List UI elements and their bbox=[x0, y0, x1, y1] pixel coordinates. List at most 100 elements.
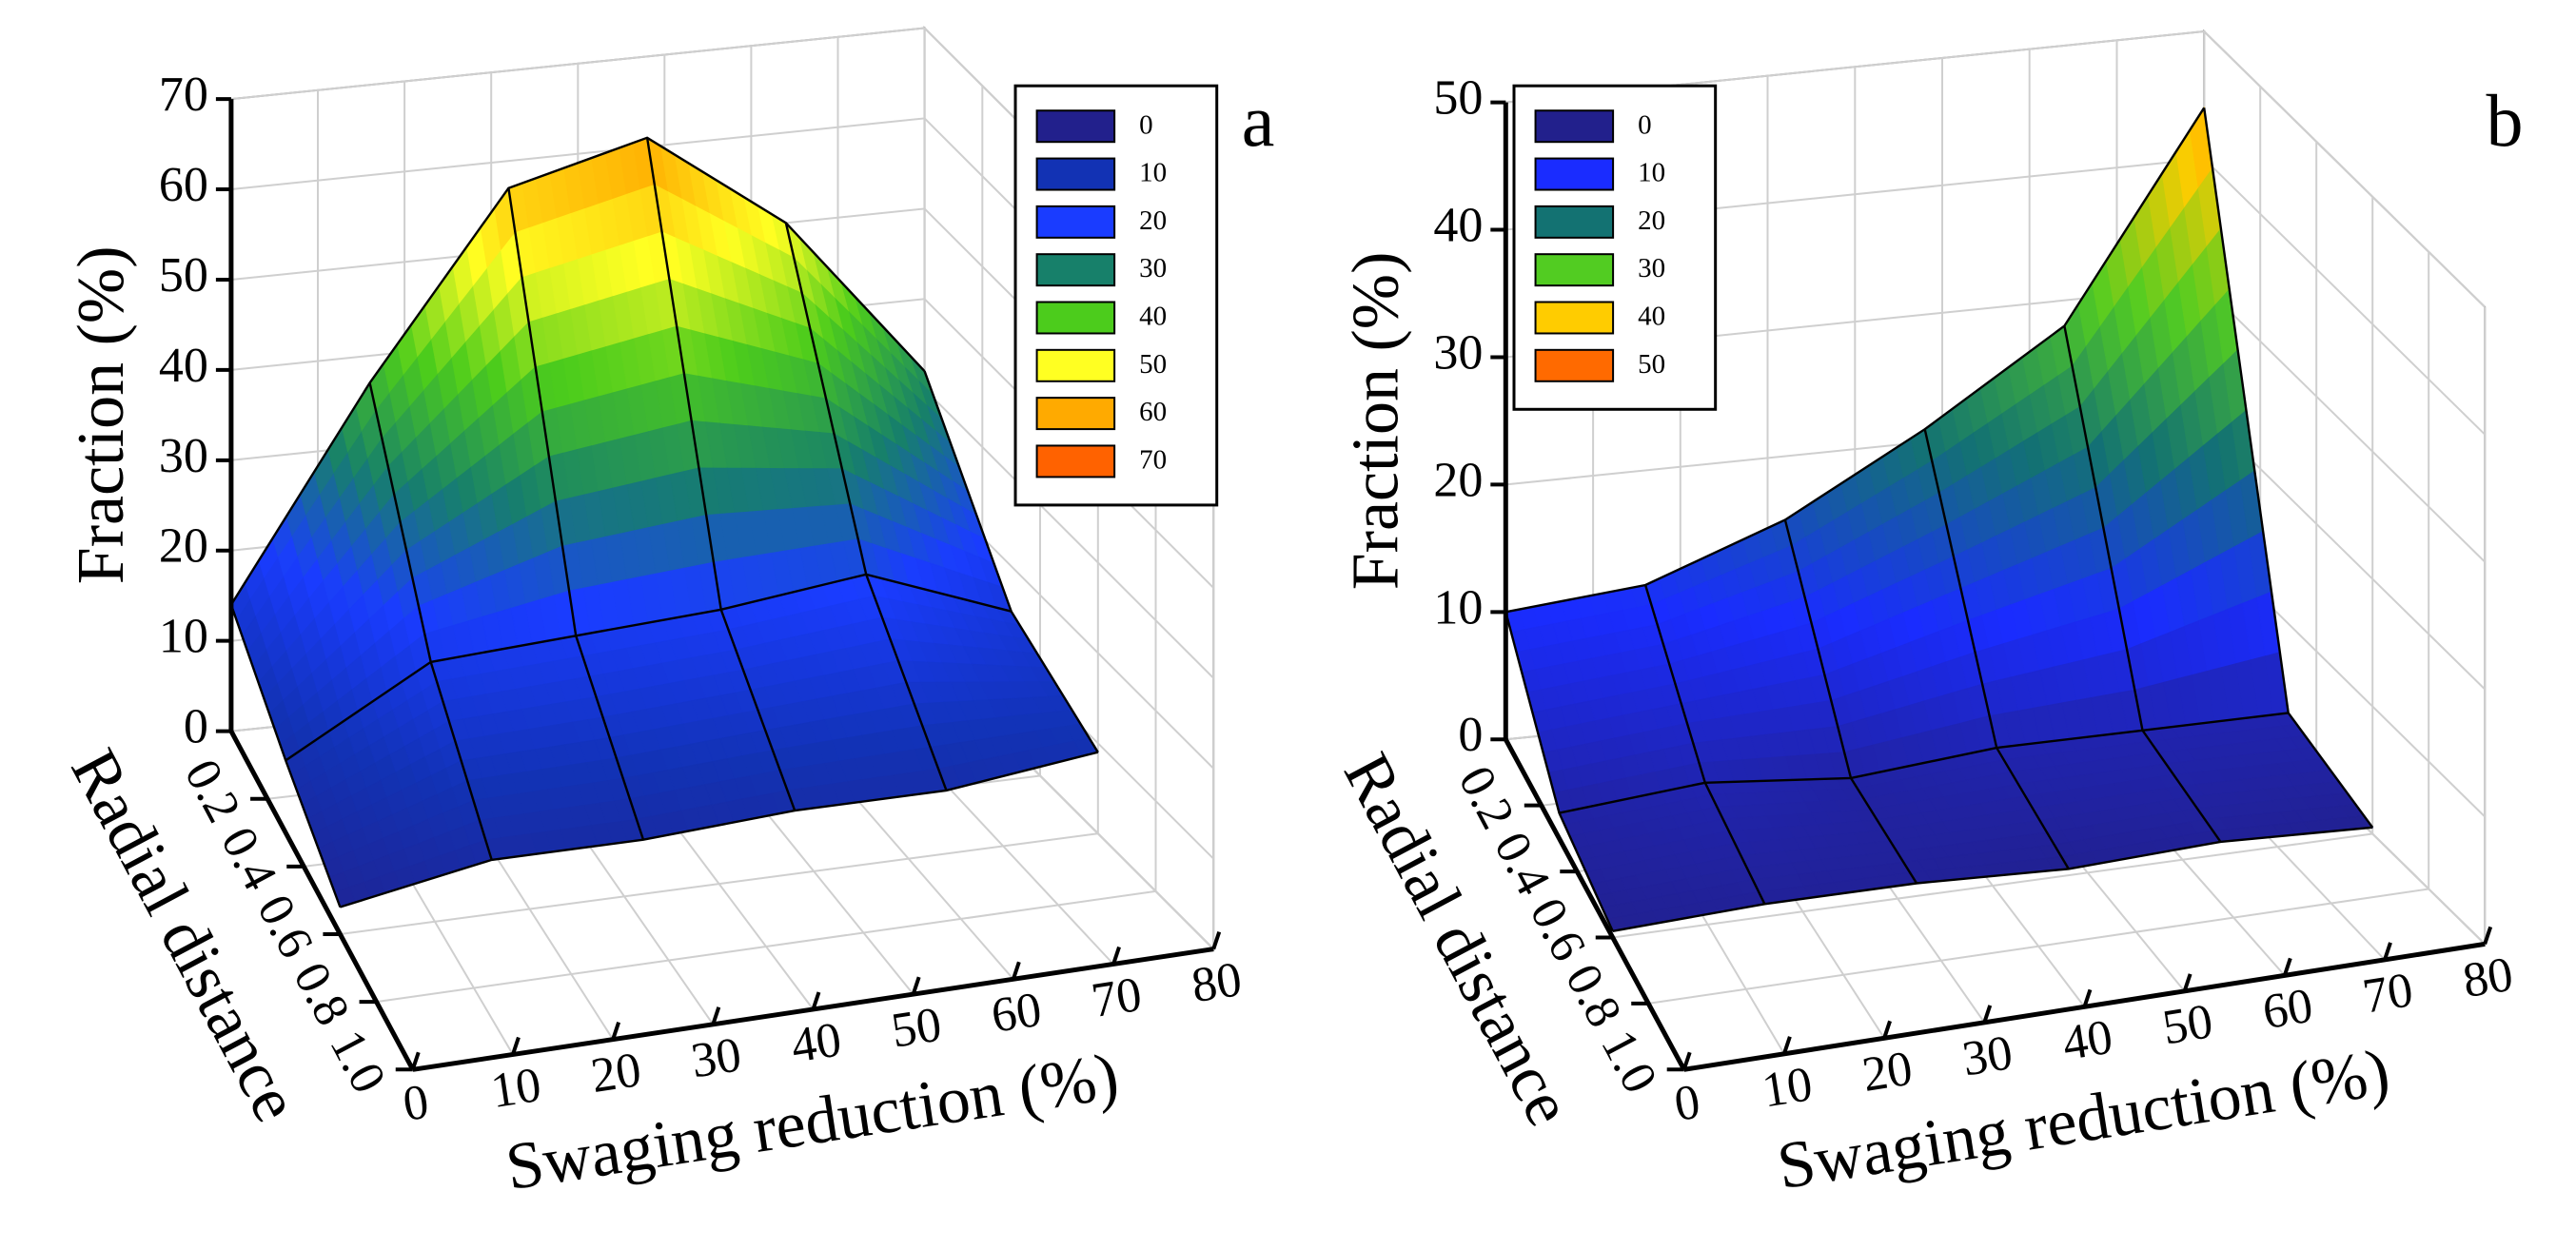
mesh-line bbox=[285, 573, 1012, 762]
legend-label: 50 bbox=[1638, 349, 1665, 380]
x-tick bbox=[2182, 973, 2193, 992]
x-tick-label: 50 bbox=[888, 998, 945, 1059]
legend-swatch bbox=[1534, 109, 1615, 144]
z-tick-label: 0 bbox=[184, 700, 208, 754]
legend-label: 20 bbox=[1139, 205, 1167, 236]
z-tick-label: 60 bbox=[159, 158, 208, 212]
y-axis bbox=[228, 730, 416, 1071]
x-tick-label: 60 bbox=[988, 983, 1045, 1044]
x-tick-label: 20 bbox=[587, 1043, 644, 1104]
legend-swatch bbox=[1035, 205, 1116, 239]
x-tick-label: 20 bbox=[1858, 1042, 1916, 1103]
mesh-line bbox=[507, 187, 645, 841]
legend-label: 40 bbox=[1139, 302, 1167, 332]
z-tick-label: 40 bbox=[159, 339, 208, 393]
y-tick-label: 0.8 bbox=[1555, 956, 1632, 1036]
x-tick-label: 80 bbox=[1189, 952, 1246, 1013]
legend-swatch bbox=[1534, 301, 1615, 335]
legend-label: 0 bbox=[1139, 109, 1153, 140]
z-tick-label: 0 bbox=[1458, 708, 1483, 762]
x-tick-label: 50 bbox=[2159, 994, 2216, 1055]
legend-label: 70 bbox=[1139, 444, 1167, 475]
mesh-line bbox=[229, 604, 342, 908]
x-tick-label: 70 bbox=[1088, 967, 1145, 1028]
x-tick-label: 0 bbox=[400, 1075, 432, 1132]
x-tick bbox=[2383, 942, 2392, 961]
legend-label: 30 bbox=[1638, 253, 1665, 283]
mesh-line bbox=[1504, 611, 1614, 932]
legend-swatch bbox=[1534, 253, 1615, 287]
x-tick bbox=[911, 976, 921, 995]
y-axis bbox=[1504, 738, 1686, 1071]
x-tick-label: 40 bbox=[788, 1012, 845, 1073]
mesh-line bbox=[784, 223, 948, 791]
z-tick-label: 50 bbox=[1433, 71, 1483, 126]
x-tick bbox=[2282, 957, 2292, 977]
x-tick-label: 30 bbox=[688, 1027, 745, 1088]
x-tick-label: 30 bbox=[1958, 1025, 2016, 1086]
mesh-line bbox=[1783, 519, 1918, 885]
x-tick-label: 70 bbox=[2359, 963, 2416, 1024]
x-tick bbox=[1982, 1005, 1993, 1024]
y-tick-label: 0.6 bbox=[1519, 889, 1596, 969]
legend-label: 60 bbox=[1139, 397, 1167, 427]
y-tick-label: 0.8 bbox=[283, 954, 360, 1034]
z-tick-label: 30 bbox=[159, 429, 208, 483]
x-tick bbox=[811, 991, 821, 1010]
legend-label: 30 bbox=[1139, 253, 1167, 283]
x-tick-label: 10 bbox=[487, 1058, 544, 1119]
mesh-line bbox=[1559, 712, 2289, 814]
mesh-line bbox=[340, 751, 1099, 908]
mesh-line bbox=[645, 137, 796, 811]
legend-swatch bbox=[1035, 253, 1116, 287]
legend-label: 20 bbox=[1638, 205, 1665, 236]
x-tick-label: 0 bbox=[1671, 1075, 1704, 1132]
z-tick-label: 50 bbox=[159, 248, 208, 303]
legend-box bbox=[1013, 84, 1219, 507]
mesh-line bbox=[1923, 428, 2070, 870]
legend-swatch bbox=[1035, 397, 1116, 431]
grid-line bbox=[1648, 251, 2430, 1005]
z-tick-label: 40 bbox=[1433, 198, 1483, 252]
mesh-line bbox=[923, 370, 1099, 753]
mesh-line bbox=[2203, 107, 2374, 829]
x-tick bbox=[1681, 1051, 1692, 1070]
legend-swatch bbox=[1035, 157, 1116, 191]
legend-swatch bbox=[1035, 444, 1116, 479]
x-tick bbox=[611, 1021, 621, 1041]
x-tick-label: 80 bbox=[2459, 947, 2516, 1008]
legend-swatch bbox=[1035, 348, 1116, 382]
z-tick-label: 30 bbox=[1433, 325, 1483, 380]
x-tick bbox=[1111, 946, 1121, 966]
legend-label: 50 bbox=[1139, 349, 1167, 380]
mesh-line bbox=[229, 136, 926, 606]
z-tick-label: 10 bbox=[159, 610, 208, 664]
legend-swatch bbox=[1534, 205, 1615, 239]
legend-label: 10 bbox=[1638, 158, 1665, 188]
legend-label: 10 bbox=[1139, 158, 1167, 188]
y-tick-label: 1.0 bbox=[1590, 1022, 1667, 1102]
mesh-line bbox=[1612, 826, 2373, 932]
legend-swatch bbox=[1035, 109, 1116, 144]
z-tick-label: 10 bbox=[1433, 580, 1483, 635]
grid-line bbox=[1612, 196, 2374, 939]
x-tick bbox=[1211, 930, 1222, 950]
z-tick-label: 20 bbox=[159, 519, 208, 574]
y-tick-label: 0.4 bbox=[210, 819, 287, 899]
x-tick-label: 40 bbox=[2059, 1010, 2116, 1071]
x-tick bbox=[711, 1006, 721, 1025]
x-tick bbox=[2082, 988, 2093, 1007]
mesh-line bbox=[368, 382, 493, 861]
legend-label: 40 bbox=[1638, 302, 1665, 332]
panel-label: a bbox=[1242, 79, 1275, 162]
x-tick bbox=[410, 1051, 421, 1070]
y-tick-label: 0.2 bbox=[1447, 757, 1524, 837]
y-tick-label: 0.6 bbox=[246, 887, 324, 967]
z-axis-label: Fraction (%) bbox=[65, 245, 138, 584]
z-tick-label: 20 bbox=[1433, 453, 1483, 507]
legend-swatch bbox=[1534, 348, 1615, 382]
x-tick bbox=[1882, 1020, 1892, 1039]
legend-swatch bbox=[1035, 301, 1116, 335]
x-tick bbox=[1781, 1036, 1792, 1055]
